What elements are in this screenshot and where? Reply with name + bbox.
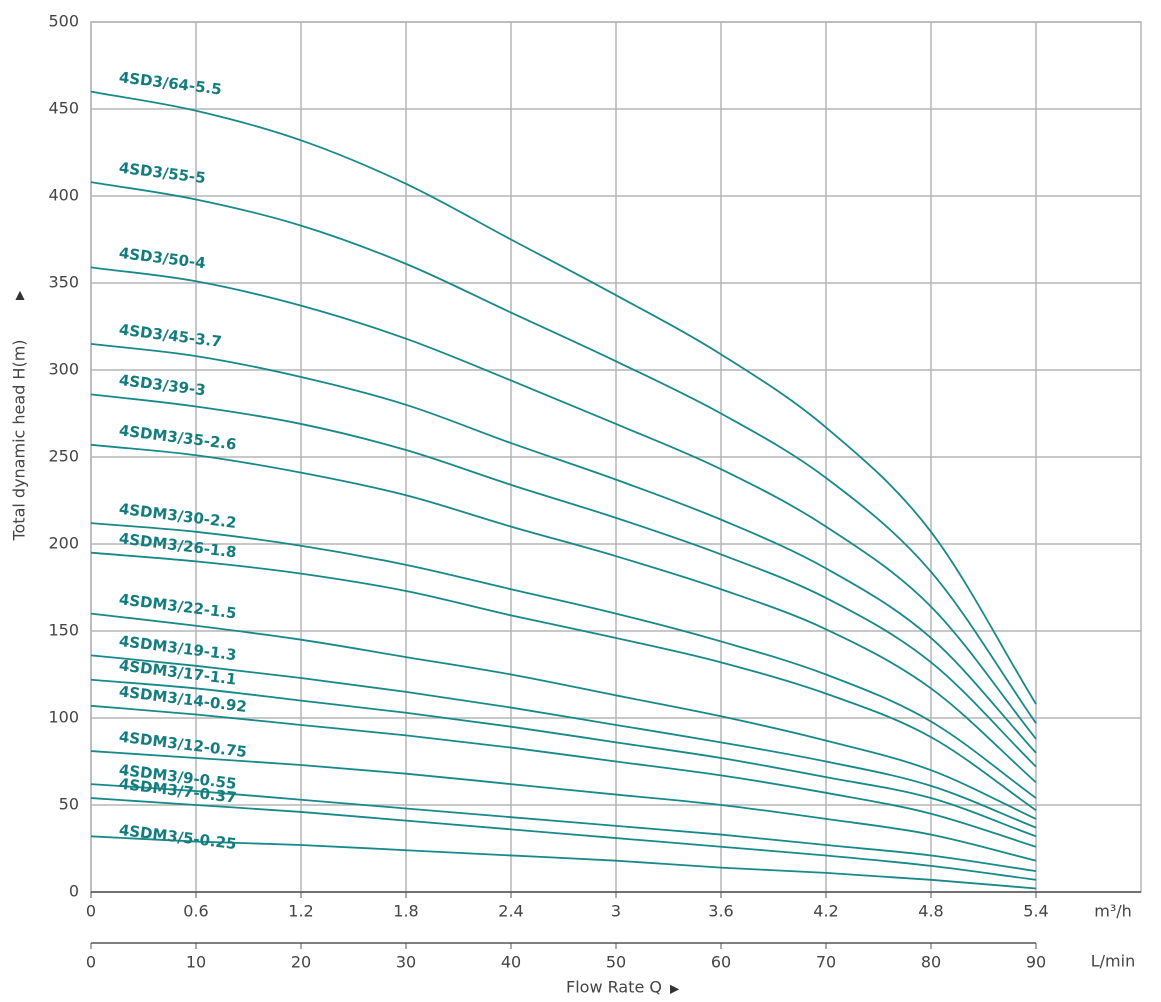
axis-arrow-icon: ▶	[670, 982, 680, 996]
x-tick-label: 1.8	[393, 902, 418, 921]
curve	[90, 266, 1037, 740]
curve	[90, 393, 1037, 768]
x2-tick-label: 70	[816, 953, 836, 972]
x2-tick-label: 40	[501, 953, 521, 972]
curve-label: 4SD3/55-5	[118, 159, 207, 187]
curve-label: 4SDM3/12-0.75	[118, 728, 248, 762]
curve-label: 4SDM3/5-0.25	[118, 821, 238, 853]
x2-tick-label: 20	[291, 953, 311, 972]
x2-tick-label: 10	[186, 953, 206, 972]
curve-label: 4SD3/64-5.5	[118, 68, 223, 98]
x2-tick-label: 90	[1026, 953, 1046, 972]
y-tick-label: 50	[59, 795, 79, 814]
x-tick-label: 3.6	[708, 902, 733, 921]
x-tick-label: 3	[611, 902, 621, 921]
y-tick-label: 500	[48, 12, 79, 31]
y-tick-label: 350	[48, 273, 79, 292]
curve	[90, 90, 1037, 705]
x-tick-label: 0.6	[183, 902, 208, 921]
curve	[90, 551, 1037, 811]
curve	[90, 181, 1037, 724]
axis-arrow-icon: ▲	[15, 288, 25, 302]
y-tick-label: 150	[48, 621, 79, 640]
curve	[90, 783, 1037, 873]
y-tick-label: 400	[48, 186, 79, 205]
x2-tick-label: 0	[86, 953, 96, 972]
curve	[90, 343, 1037, 754]
curve	[90, 522, 1037, 799]
x2-unit: L/min	[1091, 952, 1135, 971]
curve	[90, 612, 1037, 820]
x2-tick-label: 80	[921, 953, 941, 972]
y-tick-label: 300	[48, 360, 79, 379]
curve-label: 4SDM3/22-1.5	[118, 590, 238, 622]
x-tick-label: 1.2	[288, 902, 313, 921]
curve	[90, 704, 1037, 848]
curve	[90, 835, 1037, 890]
x-tick-label: 0	[86, 902, 96, 921]
curve	[90, 678, 1037, 838]
curve-label: 4SD3/50-4	[118, 244, 207, 272]
x-unit: m³/h	[1094, 902, 1132, 921]
y-axis-label: Total dynamic head H(m)	[10, 339, 29, 541]
curve	[90, 797, 1037, 881]
x-tick-label: 4.2	[813, 902, 838, 921]
x-tick-label: 4.8	[918, 902, 943, 921]
curve	[90, 654, 1037, 829]
y-tick-label: 450	[48, 99, 79, 118]
y-tick-label: 250	[48, 447, 79, 466]
x2-tick-label: 30	[396, 953, 416, 972]
curve-label: 4SD3/39-3	[118, 371, 207, 399]
x-tick-label: 5.4	[1023, 902, 1048, 921]
y-tick-label: 100	[48, 708, 79, 727]
curve-label: 4SD3/45-3.7	[118, 320, 223, 350]
y-tick-label: 0	[69, 882, 79, 901]
curve	[90, 443, 1037, 784]
curve	[90, 750, 1037, 862]
y-tick-label: 200	[48, 534, 79, 553]
x-tick-label: 2.4	[498, 902, 523, 921]
x2-tick-label: 60	[711, 953, 731, 972]
x2-tick-label: 50	[606, 953, 626, 972]
x-axis-label: Flow Rate Q	[566, 978, 662, 997]
